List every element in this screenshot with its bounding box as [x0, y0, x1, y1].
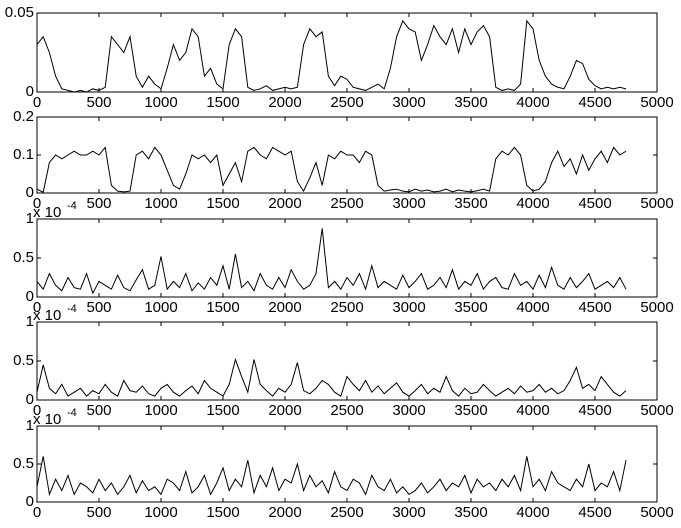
y-tick-label: 1 — [26, 417, 34, 434]
x-tick-label: 2500 — [330, 504, 363, 521]
x-tick-label: 4000 — [516, 299, 549, 316]
y-tick-label: 0.1 — [13, 146, 34, 163]
series-line — [36, 228, 627, 295]
y-tick-label: 0.5 — [13, 352, 34, 369]
axis-multiplier: x 10 — [33, 411, 61, 428]
x-tick-label: 4500 — [578, 195, 611, 212]
subplot: 0 500 1000 1500 2000 2500 3000 3500 4000 4500 5000… — [13, 407, 674, 521]
y-tick-label: 0 — [26, 288, 34, 305]
series-line — [36, 357, 627, 397]
x-tick-label: 3500 — [454, 195, 487, 212]
x-tick-label: 3000 — [392, 504, 425, 521]
x-tick-label: 500 — [86, 402, 111, 419]
axes-box — [36, 321, 658, 401]
x-tick-label: 5000 — [640, 299, 673, 316]
x-tick-label: 1500 — [206, 299, 239, 316]
x-tick-label: 0 — [33, 195, 41, 212]
axes-box — [36, 425, 658, 503]
x-tick-label: 4500 — [578, 402, 611, 419]
y-tick-label: 0 — [26, 391, 34, 408]
y-tick-label: 1 — [26, 210, 34, 227]
x-tick-label: 2500 — [330, 299, 363, 316]
x-tick-label: 1500 — [206, 195, 239, 212]
y-tick-label: 1 — [26, 313, 34, 330]
x-tick-label: 1500 — [206, 402, 239, 419]
x-tick-label: 2000 — [268, 195, 301, 212]
y-tick-label: 0.5 — [13, 249, 34, 266]
subplot: 0 500 1000 1500 2000 2500 3000 3500 4000 4500 5000… — [5, 4, 674, 111]
x-tick-label: 4000 — [516, 504, 549, 521]
x-tick-label: 3000 — [392, 299, 425, 316]
axis-multiplier-exponent: -4 — [67, 303, 77, 315]
y-tick-label: 0.05 — [5, 4, 34, 21]
x-tick-label: 2500 — [330, 94, 363, 111]
x-tick-label: 5000 — [640, 195, 673, 212]
x-tick-label: 3000 — [392, 195, 425, 212]
x-tick-label: 0 — [33, 504, 41, 521]
x-tick-label: 500 — [86, 504, 111, 521]
x-tick-label: 0 — [33, 299, 41, 316]
series-line — [36, 456, 627, 497]
x-tick-label: 4500 — [578, 299, 611, 316]
x-tick-label: 1000 — [144, 195, 177, 212]
x-tick-label: 4500 — [578, 94, 611, 111]
y-tick-label: 0 — [26, 83, 34, 100]
axis-multiplier-exponent: -4 — [67, 200, 77, 212]
x-tick-label: 3500 — [454, 94, 487, 111]
x-tick-label: 0 — [33, 94, 41, 111]
y-tick-label: 0 — [26, 184, 34, 201]
x-tick-label: 2000 — [268, 299, 301, 316]
x-tick-label: 1500 — [206, 94, 239, 111]
x-tick-label: 4000 — [516, 195, 549, 212]
x-tick-label: 3500 — [454, 299, 487, 316]
axis-multiplier-exponent: -4 — [67, 407, 77, 419]
x-tick-label: 4000 — [516, 94, 549, 111]
subplot: 0 500 1000 1500 2000 2500 3000 3500 4000 4500 5000… — [13, 200, 674, 316]
x-tick-label: 5000 — [640, 402, 673, 419]
x-tick-label: 2000 — [268, 94, 301, 111]
x-tick-label: 1000 — [144, 504, 177, 521]
x-tick-label: 3500 — [454, 504, 487, 521]
x-tick-label: 500 — [86, 94, 111, 111]
x-tick-label: 1000 — [144, 299, 177, 316]
x-tick-label: 500 — [86, 299, 111, 316]
axes-box — [36, 218, 658, 298]
x-tick-label: 2000 — [268, 504, 301, 521]
x-tick-label: 3000 — [392, 402, 425, 419]
x-tick-label: 4500 — [578, 504, 611, 521]
x-tick-label: 3000 — [392, 94, 425, 111]
subplot: 0 500 1000 1500 2000 2500 3000 3500 4000 4500 5000… — [13, 108, 674, 212]
axis-multiplier: x 10 — [33, 204, 61, 221]
x-tick-label: 4000 — [516, 402, 549, 419]
x-tick-label: 5000 — [640, 504, 673, 521]
y-tick-label: 0 — [26, 493, 34, 510]
series-line — [36, 146, 627, 193]
x-tick-label: 1000 — [144, 402, 177, 419]
x-tick-label: 2500 — [330, 402, 363, 419]
series-line — [36, 19, 627, 93]
x-tick-label: 1000 — [144, 94, 177, 111]
x-tick-label: 500 — [86, 195, 111, 212]
x-tick-label: 5000 — [640, 94, 673, 111]
x-tick-label: 2000 — [268, 402, 301, 419]
x-tick-label: 1500 — [206, 504, 239, 521]
x-tick-label: 0 — [33, 402, 41, 419]
y-tick-label: 0.5 — [13, 455, 34, 472]
y-tick-label: 0.2 — [13, 108, 34, 125]
x-tick-label: 2500 — [330, 195, 363, 212]
subplot: 0 500 1000 1500 2000 2500 3000 3500 4000 4500 5000… — [13, 303, 674, 419]
axis-multiplier: x 10 — [33, 307, 61, 324]
x-tick-label: 3500 — [454, 402, 487, 419]
